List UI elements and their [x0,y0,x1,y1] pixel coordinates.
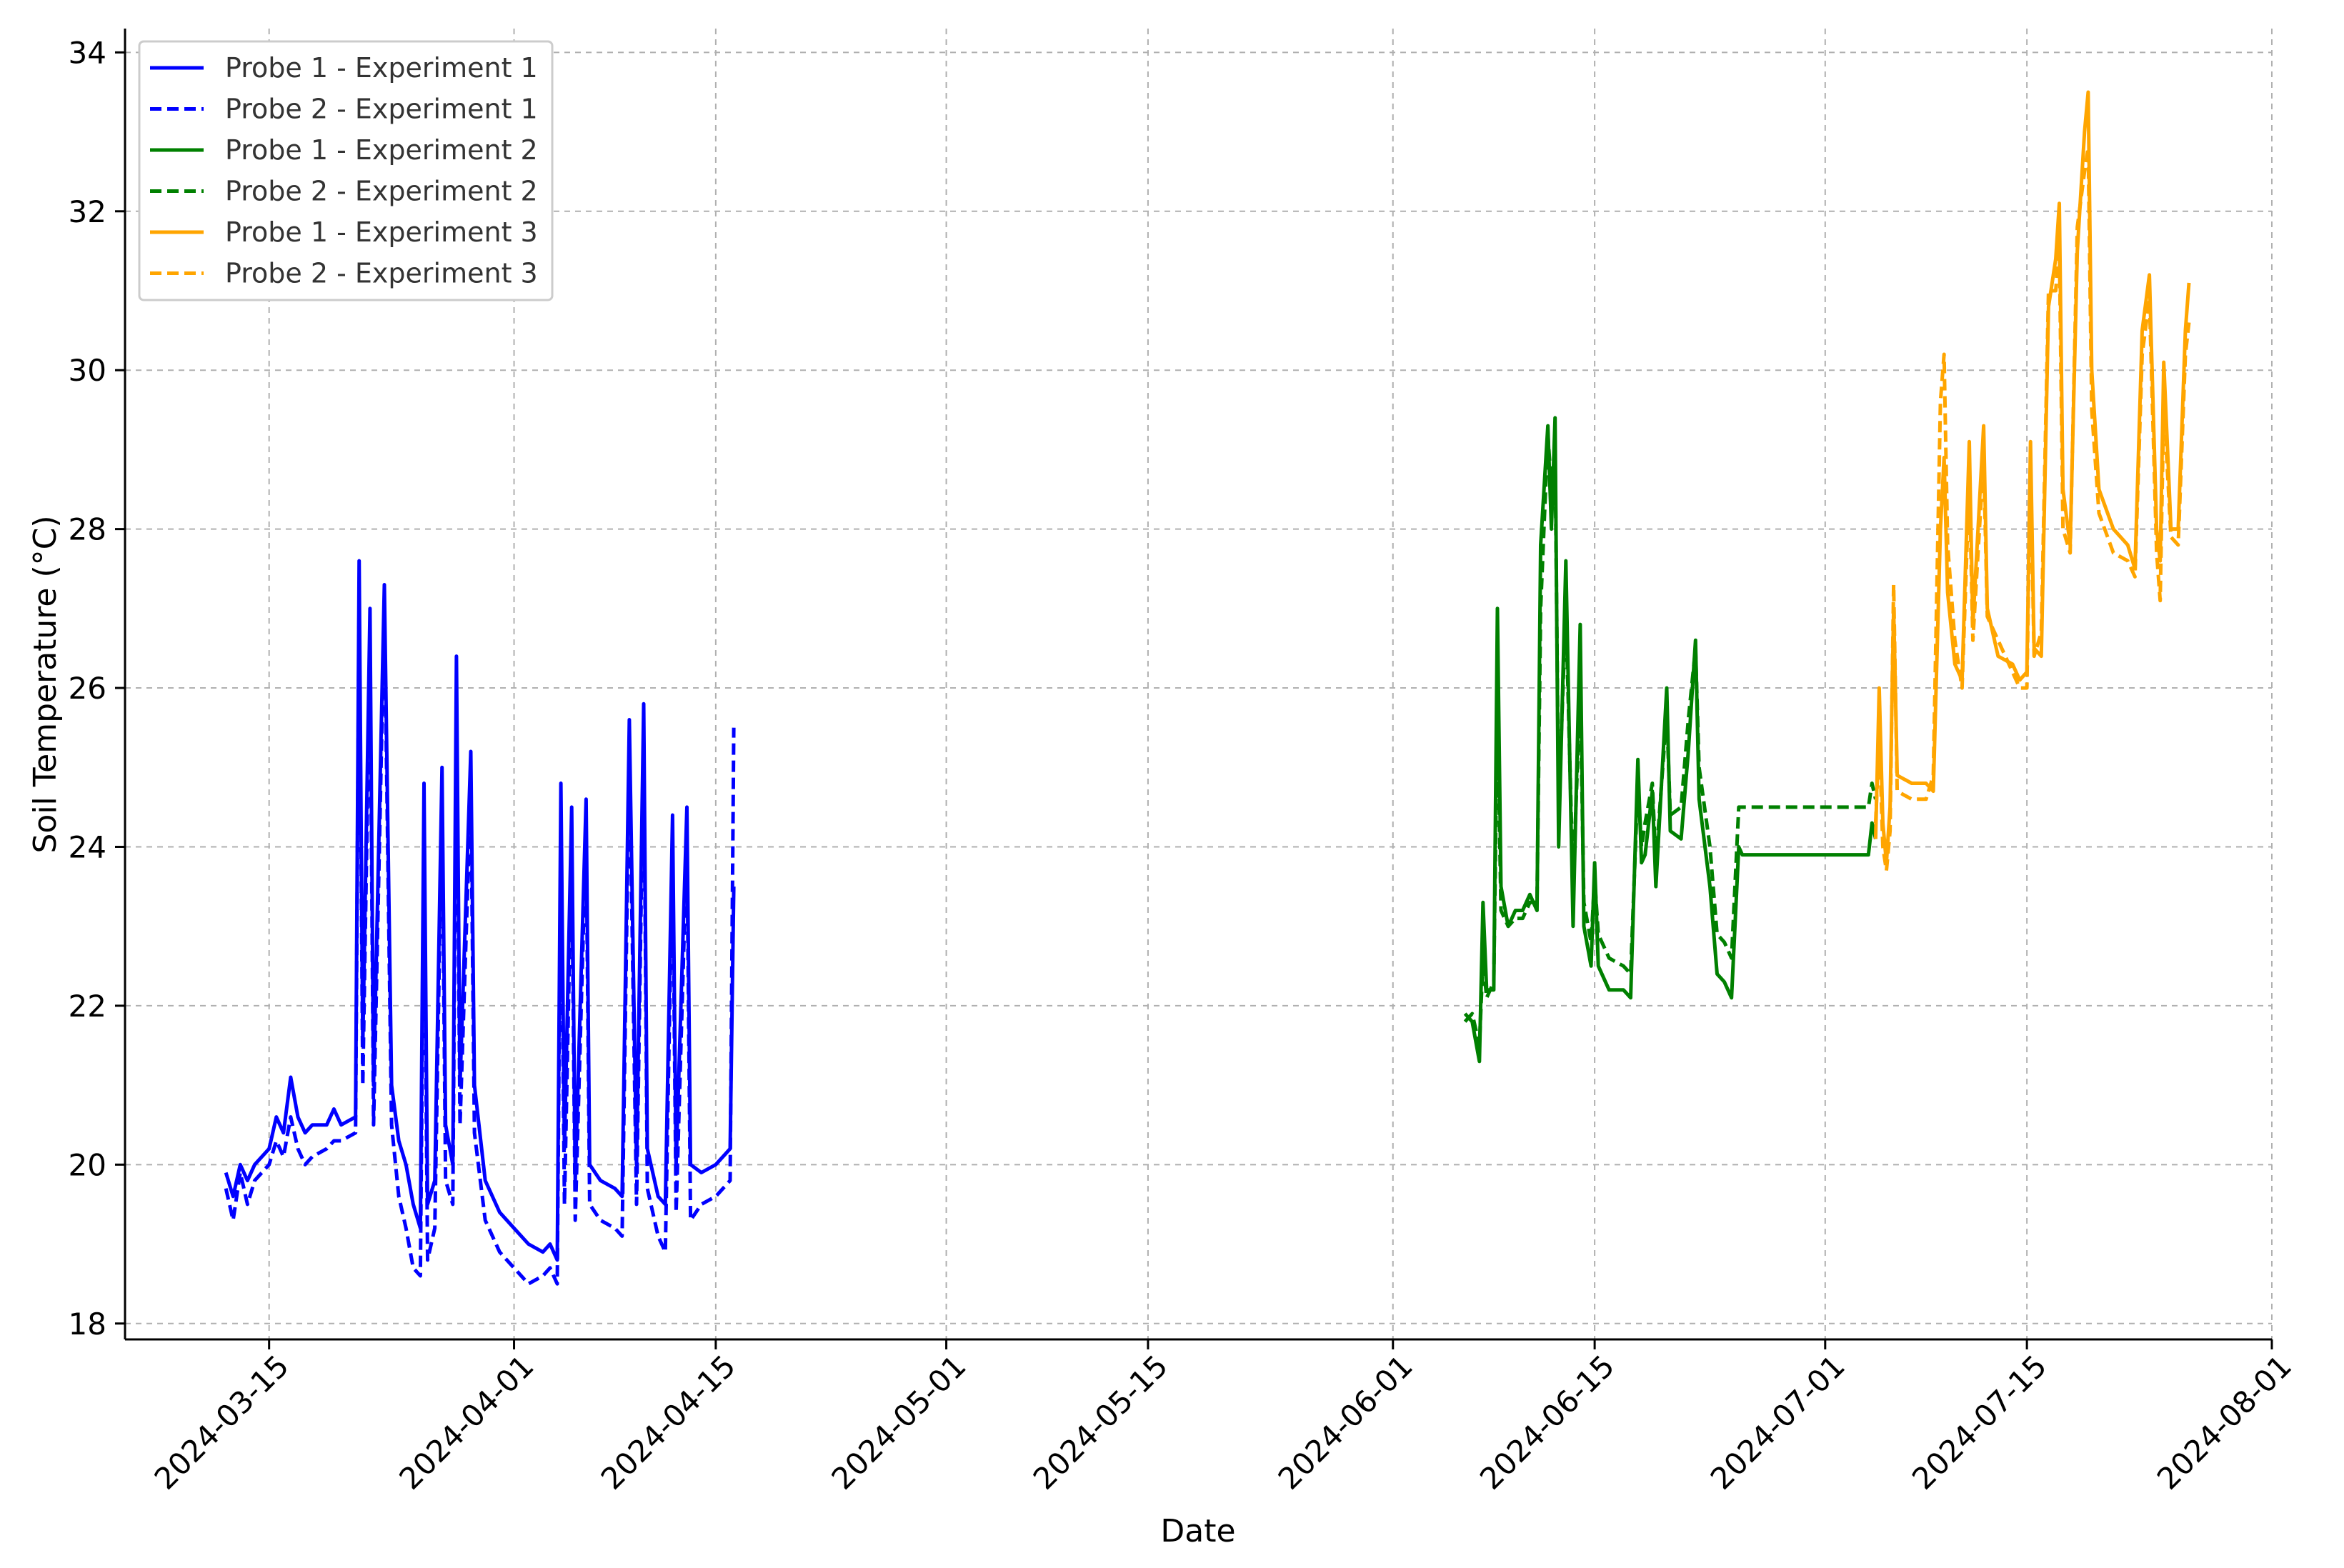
x-tick-label: 2024-06-01 [1272,1348,1420,1496]
y-tick-label: 20 [69,1147,106,1182]
axes [124,29,2272,1341]
y-tick-label: 34 [69,35,106,70]
legend-label: Probe 1 - Experiment 2 [225,134,538,166]
y-tick-label: 32 [69,194,106,229]
legend-label: Probe 2 - Experiment 2 [225,176,538,207]
x-tick-label: 2024-05-01 [824,1348,972,1496]
y-tick-label: 26 [69,671,106,706]
y-tick-label: 30 [69,353,106,388]
series-line-2 [224,591,736,1286]
series-lines [224,90,2191,1286]
legend-label: Probe 1 - Experiment 3 [225,216,538,248]
series-line-5 [1873,90,2191,865]
x-tick-label: 2024-08-01 [2150,1348,2298,1496]
series-line-4 [1463,431,1877,1047]
x-tick-label: 2024-04-15 [594,1348,742,1496]
x-ticks: 2024-03-15 2024-04-01 2024-04-15 2024-05-01… [148,1339,2298,1497]
legend-label: Probe 1 - Experiment 1 [225,52,538,84]
x-tick-label: 2024-07-01 [1704,1348,1852,1496]
x-tick-label: 2024-05-15 [1027,1348,1175,1496]
y-tick-label: 24 [69,829,106,864]
x-tick-label: 2024-06-15 [1473,1348,1621,1496]
x-tick-label: 2024-07-15 [1905,1348,2053,1496]
x-tick-label: 2024-03-15 [148,1348,296,1496]
legend-label: Probe 2 - Experiment 1 [225,94,538,125]
y-ticks: 18 20 22 24 26 28 30 32 34 [69,35,125,1342]
series-line-3 [1463,416,1877,1064]
x-tick-label: 2024-04-01 [392,1348,540,1496]
y-tick-label: 28 [69,512,106,547]
legend-box [138,40,554,301]
legend: Probe 1 - Experiment 1 Probe 2 - Experime… [138,40,554,301]
legend-label: Probe 2 - Experiment 3 [225,258,538,289]
y-tick-label: 22 [69,989,106,1024]
series-line-6 [1873,146,2191,873]
y-tick-label: 18 [69,1307,106,1342]
x-axis-title: Date [1160,1513,1235,1549]
y-axis-title: Soil Temperature (°C) [27,515,64,853]
